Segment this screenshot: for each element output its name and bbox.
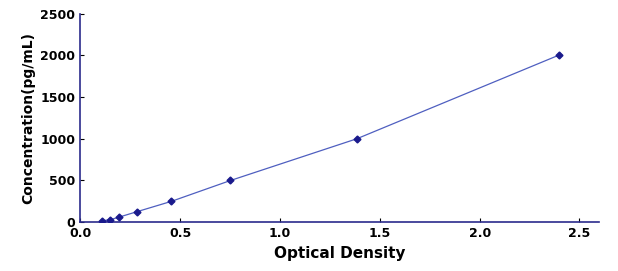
X-axis label: Optical Density: Optical Density bbox=[274, 246, 405, 261]
Y-axis label: Concentration(pg/mL): Concentration(pg/mL) bbox=[21, 32, 35, 204]
